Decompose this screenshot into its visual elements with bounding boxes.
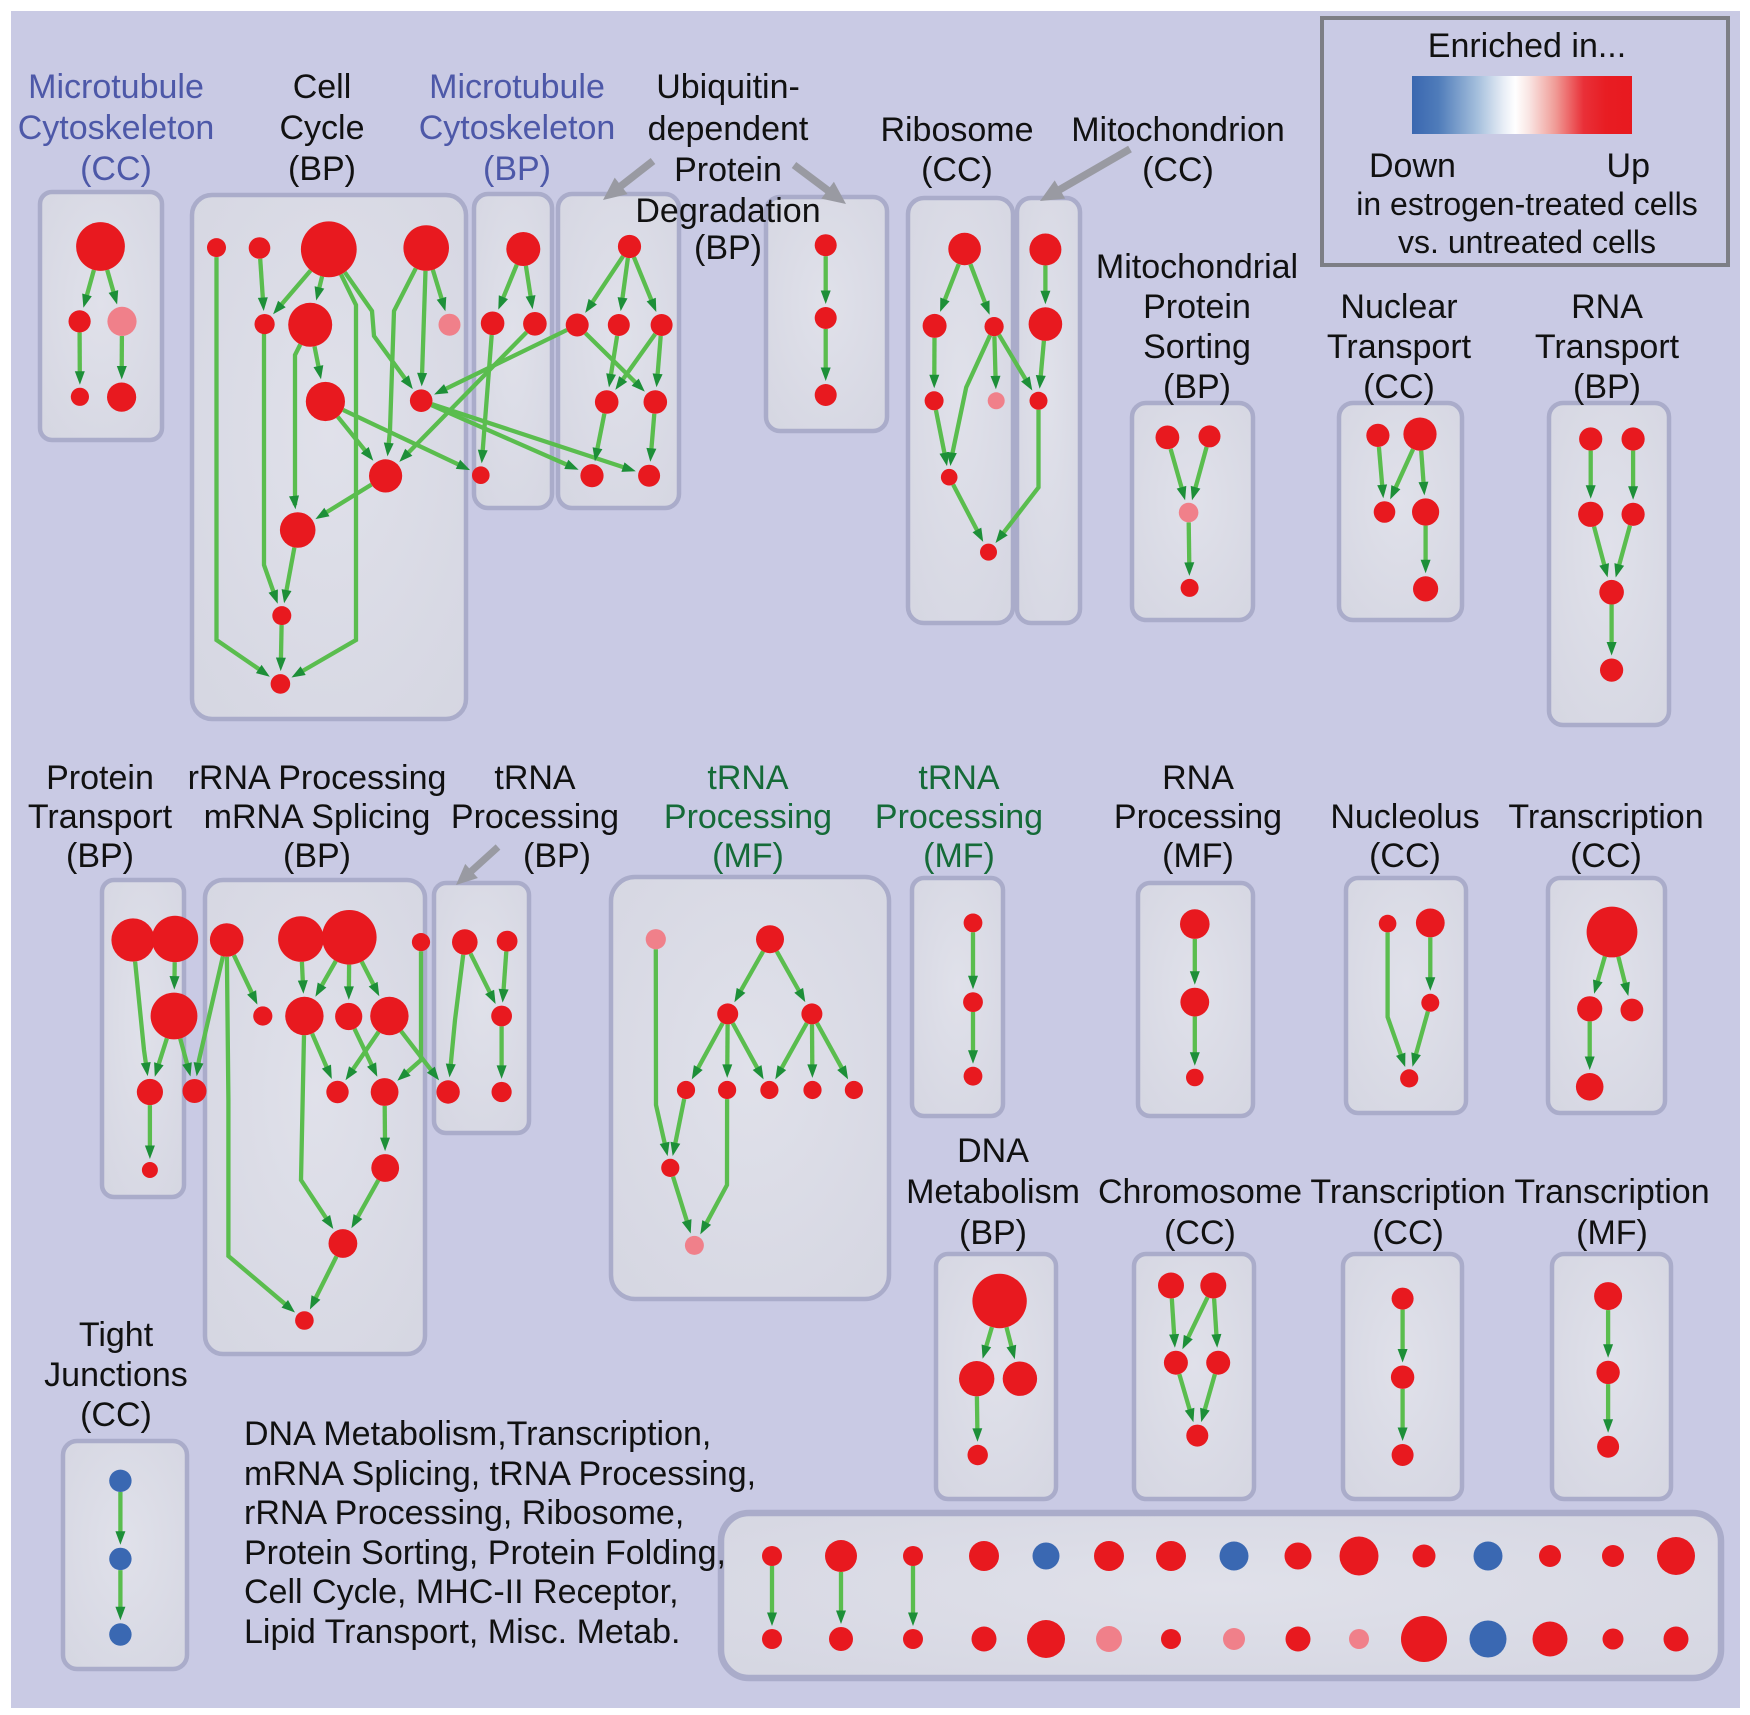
svg-text:Enriched in...: Enriched in... — [1428, 27, 1626, 65]
svg-text:Transcription: Transcription — [1508, 798, 1703, 836]
svg-text:Transcription: Transcription — [1310, 1173, 1505, 1211]
svg-text:(CC): (CC) — [1372, 1214, 1444, 1252]
svg-text:Metabolism: Metabolism — [906, 1173, 1080, 1211]
svg-text:(BP): (BP) — [1163, 368, 1231, 406]
svg-text:(BP): (BP) — [959, 1214, 1027, 1252]
svg-text:Protein: Protein — [1143, 288, 1251, 326]
svg-text:Lipid Transport, Misc. Metab.: Lipid Transport, Misc. Metab. — [244, 1613, 681, 1651]
svg-text:(MF): (MF) — [1162, 837, 1234, 875]
svg-text:(CC): (CC) — [921, 151, 993, 189]
svg-text:(BP): (BP) — [523, 837, 591, 875]
svg-text:Mitochondrion: Mitochondrion — [1071, 111, 1285, 149]
svg-text:(BP): (BP) — [288, 150, 356, 188]
svg-text:(CC): (CC) — [1570, 837, 1642, 875]
svg-text:Degradation: Degradation — [635, 192, 820, 230]
svg-text:Cycle: Cycle — [279, 109, 364, 147]
svg-text:Chromosome: Chromosome — [1098, 1173, 1302, 1211]
svg-text:(MF): (MF) — [923, 837, 995, 875]
svg-text:(BP): (BP) — [66, 837, 134, 875]
svg-text:(MF): (MF) — [712, 837, 784, 875]
svg-text:(BP): (BP) — [694, 229, 762, 267]
svg-text:in estrogen-treated cells: in estrogen-treated cells — [1356, 186, 1698, 222]
svg-text:mRNA Splicing, tRNA Processing: mRNA Splicing, tRNA Processing, — [244, 1455, 756, 1493]
svg-text:(CC): (CC) — [80, 1396, 152, 1434]
svg-text:(BP): (BP) — [283, 837, 351, 875]
svg-text:Junctions: Junctions — [44, 1356, 188, 1394]
svg-text:(CC): (CC) — [1363, 368, 1435, 406]
svg-text:Microtubule: Microtubule — [429, 68, 605, 106]
svg-text:Transport: Transport — [1327, 328, 1472, 366]
svg-text:mRNA Splicing: mRNA Splicing — [204, 798, 431, 836]
svg-text:tRNA: tRNA — [494, 759, 576, 797]
svg-text:rRNA Processing, Ribosome,: rRNA Processing, Ribosome, — [244, 1494, 684, 1532]
svg-text:Cell: Cell — [293, 68, 352, 106]
svg-text:Cytoskeleton: Cytoskeleton — [18, 109, 215, 147]
svg-text:tRNA: tRNA — [707, 759, 789, 797]
svg-text:Protein Sorting, Protein Foldi: Protein Sorting, Protein Folding, — [244, 1534, 726, 1572]
svg-text:Processing: Processing — [875, 798, 1043, 836]
svg-text:tRNA: tRNA — [918, 759, 1000, 797]
svg-text:Protein: Protein — [674, 151, 782, 189]
svg-text:rRNA Processing: rRNA Processing — [188, 759, 447, 797]
svg-text:(BP): (BP) — [1573, 368, 1641, 406]
svg-text:Up: Up — [1607, 147, 1650, 185]
svg-text:Down: Down — [1369, 147, 1456, 185]
svg-text:RNA: RNA — [1571, 288, 1643, 326]
svg-text:Tight: Tight — [79, 1316, 154, 1354]
svg-text:Transcription: Transcription — [1514, 1173, 1709, 1211]
svg-text:Ubiquitin-: Ubiquitin- — [656, 68, 800, 106]
svg-text:(CC): (CC) — [80, 150, 152, 188]
svg-text:dependent: dependent — [648, 110, 809, 148]
svg-text:Cytoskeleton: Cytoskeleton — [419, 109, 616, 147]
svg-text:RNA: RNA — [1162, 759, 1234, 797]
svg-text:Processing: Processing — [1114, 798, 1282, 836]
svg-text:Processing: Processing — [664, 798, 832, 836]
svg-text:(CC): (CC) — [1142, 151, 1214, 189]
svg-text:(CC): (CC) — [1369, 837, 1441, 875]
svg-text:(CC): (CC) — [1164, 1214, 1236, 1252]
svg-text:Transport: Transport — [28, 798, 173, 836]
svg-text:(MF): (MF) — [1576, 1214, 1648, 1252]
svg-text:Sorting: Sorting — [1143, 328, 1251, 366]
svg-text:vs. untreated cells: vs. untreated cells — [1398, 224, 1656, 260]
svg-text:Microtubule: Microtubule — [28, 68, 204, 106]
svg-text:Protein: Protein — [46, 759, 154, 797]
svg-text:Nuclear: Nuclear — [1340, 288, 1457, 326]
svg-text:Ribosome: Ribosome — [880, 111, 1033, 149]
svg-text:(BP): (BP) — [483, 150, 551, 188]
svg-text:Transport: Transport — [1535, 328, 1680, 366]
svg-text:Cell Cycle, MHC-II Receptor,: Cell Cycle, MHC-II Receptor, — [244, 1573, 679, 1611]
svg-text:DNA: DNA — [957, 1132, 1029, 1170]
svg-text:Nucleolus: Nucleolus — [1330, 798, 1479, 836]
svg-text:DNA Metabolism,Transcription,: DNA Metabolism,Transcription, — [244, 1415, 711, 1453]
svg-text:Processing: Processing — [451, 798, 619, 836]
svg-text:Mitochondrial: Mitochondrial — [1096, 248, 1298, 286]
